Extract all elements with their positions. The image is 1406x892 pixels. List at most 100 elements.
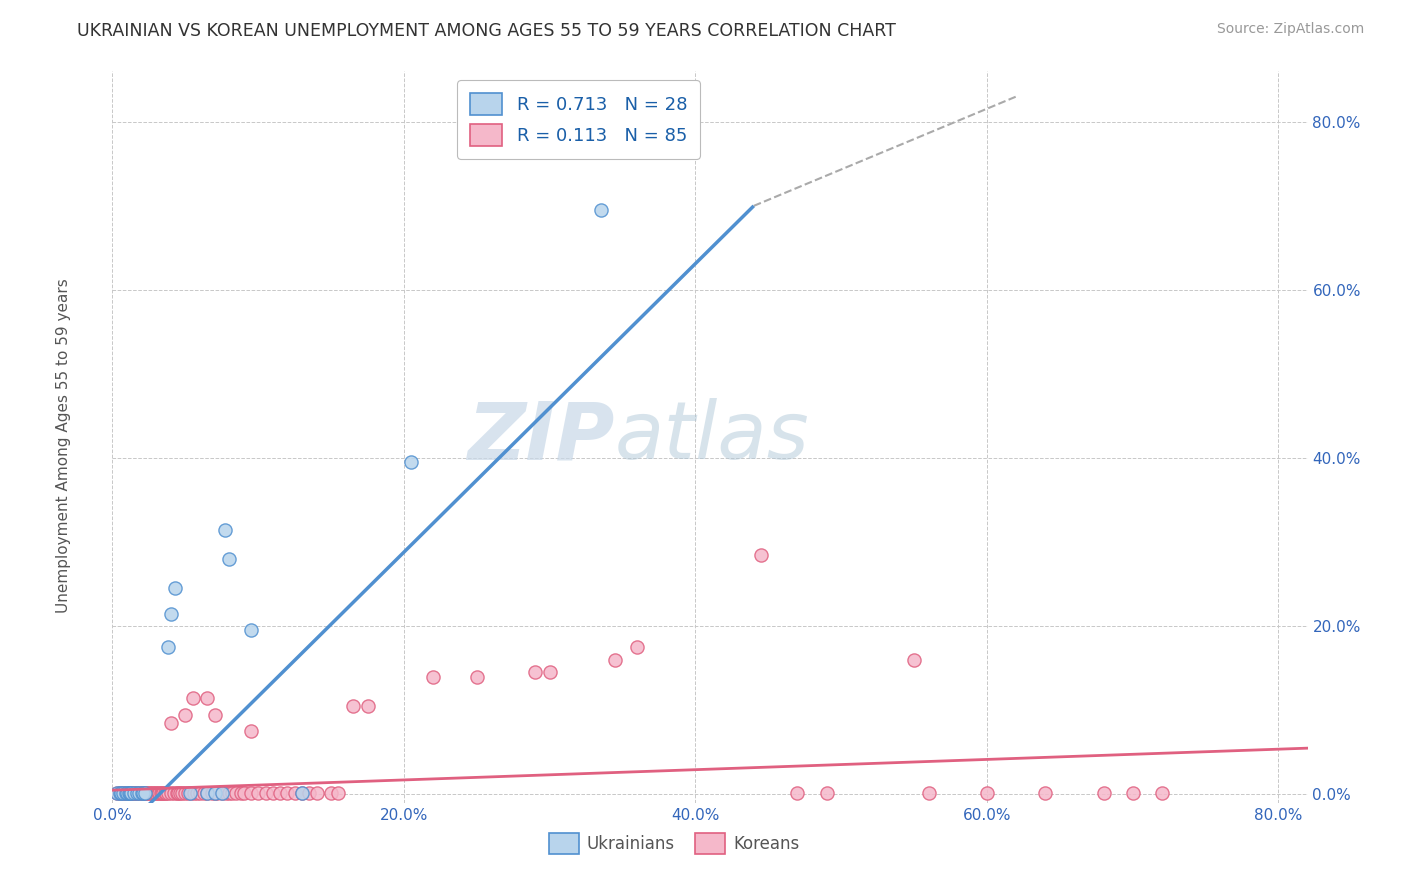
Point	[328, 786, 350, 800]
Point	[125, 786, 148, 800]
Point	[298, 786, 321, 800]
Point	[589, 203, 612, 218]
Point	[120, 786, 142, 800]
Point	[186, 786, 208, 800]
Point	[110, 786, 132, 800]
Point	[153, 786, 176, 800]
Point	[169, 786, 191, 800]
Point	[132, 786, 155, 800]
Text: ZIP: ZIP	[467, 398, 614, 476]
Point	[145, 786, 167, 800]
Point	[141, 786, 163, 800]
Point	[195, 786, 218, 800]
Point	[276, 786, 298, 800]
Point	[211, 786, 233, 800]
Point	[188, 786, 211, 800]
Point	[180, 786, 202, 800]
Point	[159, 786, 181, 800]
Point	[195, 786, 218, 800]
Point	[786, 786, 808, 800]
Point	[131, 786, 153, 800]
Point	[204, 786, 226, 800]
Point	[917, 786, 939, 800]
Point	[134, 786, 156, 800]
Point	[319, 786, 342, 800]
Point	[124, 786, 146, 800]
Point	[128, 786, 150, 800]
Point	[163, 786, 186, 800]
Point	[111, 786, 134, 800]
Point	[127, 786, 149, 800]
Point	[117, 786, 139, 800]
Point	[218, 786, 240, 800]
Point	[422, 670, 444, 684]
Point	[1092, 786, 1115, 800]
Legend: Ukrainians, Koreans: Ukrainians, Koreans	[541, 827, 807, 860]
Point	[626, 640, 648, 655]
Point	[108, 786, 131, 800]
Point	[262, 786, 284, 800]
Point	[239, 624, 262, 638]
Point	[167, 786, 190, 800]
Point	[239, 786, 262, 800]
Point	[152, 786, 174, 800]
Point	[115, 786, 138, 800]
Point	[118, 786, 141, 800]
Point	[538, 665, 561, 680]
Point	[342, 699, 364, 714]
Point	[111, 786, 134, 800]
Point	[232, 786, 254, 800]
Point	[128, 786, 150, 800]
Point	[156, 640, 179, 655]
Point	[172, 786, 194, 800]
Point	[218, 552, 240, 566]
Point	[138, 786, 160, 800]
Point	[356, 699, 378, 714]
Point	[1033, 786, 1056, 800]
Point	[215, 786, 238, 800]
Point	[207, 786, 229, 800]
Point	[254, 786, 277, 800]
Point	[159, 607, 181, 621]
Point	[815, 786, 838, 800]
Point	[124, 786, 146, 800]
Point	[159, 715, 181, 730]
Point	[183, 786, 205, 800]
Point	[305, 786, 328, 800]
Point	[135, 786, 157, 800]
Point	[269, 786, 291, 800]
Point	[131, 786, 153, 800]
Point	[120, 786, 142, 800]
Point	[165, 582, 187, 596]
Point	[284, 786, 307, 800]
Point	[200, 786, 222, 800]
Point	[229, 786, 252, 800]
Point	[605, 653, 627, 667]
Point	[114, 786, 136, 800]
Text: UKRAINIAN VS KOREAN UNEMPLOYMENT AMONG AGES 55 TO 59 YEARS CORRELATION CHART: UKRAINIAN VS KOREAN UNEMPLOYMENT AMONG A…	[77, 22, 896, 40]
Point	[195, 690, 218, 705]
Point	[118, 786, 141, 800]
Point	[142, 786, 165, 800]
Point	[174, 707, 197, 722]
Point	[166, 786, 188, 800]
Point	[211, 786, 233, 800]
Point	[1122, 786, 1144, 800]
Point	[155, 786, 177, 800]
Point	[139, 786, 162, 800]
Point	[132, 786, 155, 800]
Text: atlas: atlas	[614, 398, 810, 476]
Point	[143, 786, 166, 800]
Point	[179, 786, 201, 800]
Point	[134, 786, 156, 800]
Point	[148, 786, 170, 800]
Point	[225, 786, 247, 800]
Text: Source: ZipAtlas.com: Source: ZipAtlas.com	[1216, 22, 1364, 37]
Point	[239, 724, 262, 739]
Point	[150, 786, 173, 800]
Point	[136, 786, 159, 800]
Point	[291, 786, 314, 800]
Point	[291, 786, 314, 800]
Point	[524, 665, 547, 680]
Point	[122, 786, 145, 800]
